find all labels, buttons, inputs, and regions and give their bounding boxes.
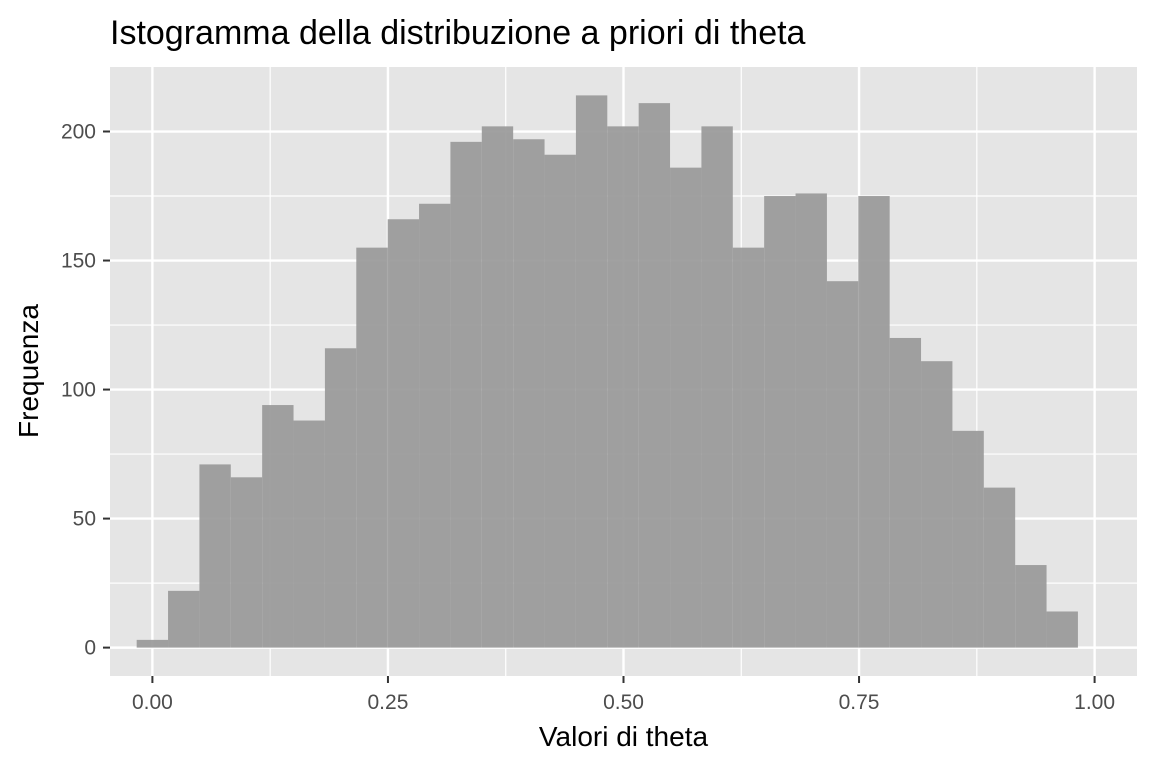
y-axis-label: Frequenza bbox=[13, 304, 44, 438]
histogram-bar bbox=[732, 247, 765, 648]
histogram-bar bbox=[544, 154, 576, 648]
histogram-bar bbox=[513, 139, 545, 648]
y-tick-label: 50 bbox=[73, 508, 96, 531]
x-tick-label: 1.00 bbox=[1074, 691, 1115, 714]
histogram-bar bbox=[983, 487, 1016, 648]
y-tick-label: 100 bbox=[61, 379, 96, 402]
histogram-bar bbox=[1015, 565, 1047, 648]
histogram-bar bbox=[701, 126, 733, 648]
histogram-bar bbox=[356, 247, 388, 648]
histogram-bar bbox=[230, 477, 263, 648]
x-axis-ticks: 0.00 0.25 0.50 0.75 1.00 bbox=[132, 676, 1115, 714]
x-tick-label: 0.75 bbox=[839, 691, 880, 714]
histogram-bar bbox=[450, 141, 482, 648]
histogram-bar bbox=[575, 95, 608, 648]
y-axis-ticks: 0 50 100 150 200 bbox=[61, 121, 110, 660]
y-tick-label: 150 bbox=[61, 250, 96, 273]
histogram-bar bbox=[481, 126, 514, 648]
histogram-bar bbox=[199, 464, 231, 648]
histogram-bar bbox=[826, 281, 859, 648]
y-tick-label: 0 bbox=[84, 637, 96, 660]
histogram-bar bbox=[889, 337, 922, 648]
y-tick-label: 200 bbox=[61, 121, 96, 144]
x-tick-label: 0.00 bbox=[132, 691, 173, 714]
histogram-bar bbox=[764, 196, 796, 648]
chart-title: Istogramma della distribuzione a priori … bbox=[110, 14, 806, 52]
histogram-bar bbox=[795, 193, 827, 648]
histogram-bar bbox=[419, 203, 451, 648]
histogram-bar bbox=[952, 430, 984, 648]
histogram-bar bbox=[262, 405, 294, 648]
histogram-bar bbox=[638, 103, 671, 648]
histogram-bar bbox=[168, 590, 200, 648]
histogram-bar bbox=[858, 196, 890, 648]
histogram-bars bbox=[136, 95, 1078, 648]
histogram-bar bbox=[921, 361, 953, 648]
histogram-bar bbox=[136, 639, 169, 648]
histogram-bar bbox=[293, 420, 325, 648]
histogram-bar bbox=[324, 348, 357, 648]
histogram-bar bbox=[1046, 611, 1078, 648]
histogram-bar bbox=[387, 219, 420, 648]
histogram-bar bbox=[670, 167, 702, 648]
x-axis-label: Valori di theta bbox=[539, 721, 709, 752]
histogram-bar bbox=[607, 126, 639, 648]
x-tick-label: 0.25 bbox=[368, 691, 409, 714]
x-tick-label: 0.50 bbox=[603, 691, 644, 714]
